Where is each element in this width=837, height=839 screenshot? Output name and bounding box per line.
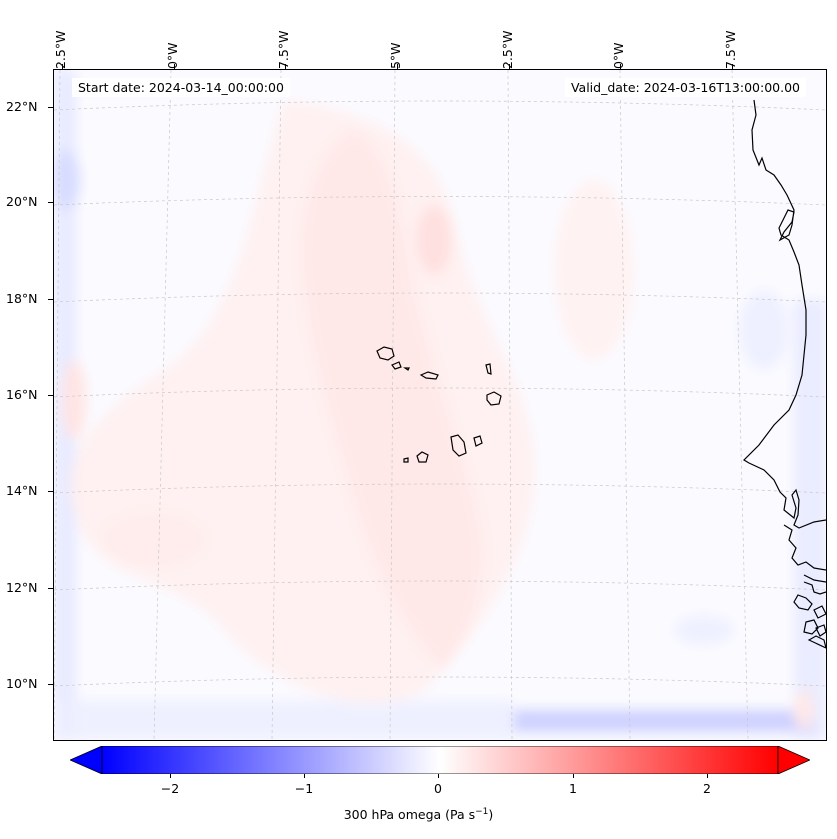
- colorbar-gradient: [101, 746, 779, 774]
- cape-verde-islands: [376, 346, 502, 463]
- colorbar-label-close: ): [488, 807, 494, 823]
- colorbar-label-exponent: −1: [475, 807, 489, 817]
- longitude-tick-mark: [509, 64, 510, 69]
- latitude-tick-label: 12°N: [6, 580, 38, 595]
- longitude-tick-mark: [62, 64, 63, 69]
- colorbar-label-text: 300 hPa omega (Pa s: [343, 807, 476, 823]
- longitude-tick-mark: [174, 64, 175, 69]
- island-boa-vista: [486, 391, 502, 406]
- longitude-tick-mark: [620, 64, 621, 69]
- latitude-tick-label: 22°N: [6, 99, 38, 114]
- island-santiago: [450, 434, 467, 457]
- latitude-tick-mark: [48, 395, 53, 396]
- latitude-tick-mark: [48, 588, 53, 589]
- colorbar-tick-label: 1: [569, 781, 577, 796]
- map-panel: Start date: 2024-03-14_00:00:00 Valid_da…: [53, 69, 827, 741]
- colorbar-tick-label: −2: [160, 781, 180, 796]
- longitude-tick-mark: [397, 64, 398, 69]
- start-date-label: Start date: 2024-03-14_00:00:00: [72, 78, 290, 97]
- longitude-tick-mark: [732, 64, 733, 69]
- island-sal: [485, 363, 492, 375]
- colorbar-tick-label: −1: [294, 781, 314, 796]
- island-fogo: [416, 451, 429, 463]
- colorbar-tick-mark: [573, 774, 574, 778]
- latitude-tick-label: 16°N: [6, 387, 38, 402]
- latitude-tick-mark: [48, 684, 53, 685]
- valid-date-label: Valid_date: 2024-03-16T13:00:00.00: [564, 78, 806, 97]
- colorbar-tick-mark: [170, 774, 171, 778]
- latitude-tick-label: 10°N: [6, 676, 38, 691]
- coastline-main: [743, 99, 826, 529]
- omega-field-map: [54, 70, 826, 740]
- colorbar-tick-mark: [707, 774, 708, 778]
- island-brava: [403, 457, 409, 463]
- omega-field: [54, 70, 826, 740]
- island-santo-antao: [376, 346, 395, 361]
- west-africa-coastline: [743, 99, 826, 649]
- island-santa-luzia: [403, 367, 410, 371]
- colorbar-tick-mark: [438, 774, 439, 778]
- latitude-tick-mark: [48, 107, 53, 108]
- latitude-tick-label: 20°N: [6, 194, 38, 209]
- colorbar-min-extend: [70, 746, 103, 774]
- latitude-tick-label: 14°N: [6, 483, 38, 498]
- colorbar-max-extend: [777, 746, 810, 774]
- island-sao-vicente: [391, 361, 402, 370]
- latitude-tick-mark: [48, 202, 53, 203]
- latitude-tick-label: 18°N: [6, 291, 38, 306]
- graticule: [54, 70, 826, 740]
- colorbar-tick-label: 0: [434, 781, 442, 796]
- colorbar: [70, 746, 810, 774]
- colorbar-tick-mark: [304, 774, 305, 778]
- longitude-tick-mark: [285, 64, 286, 69]
- island-sao-nicolau: [419, 371, 439, 380]
- latitude-tick-mark: [48, 299, 53, 300]
- island-maio: [473, 435, 483, 447]
- colorbar-label: 300 hPa omega (Pa s−1): [0, 807, 837, 822]
- colorbar-tick-label: 2: [703, 781, 711, 796]
- latitude-tick-mark: [48, 491, 53, 492]
